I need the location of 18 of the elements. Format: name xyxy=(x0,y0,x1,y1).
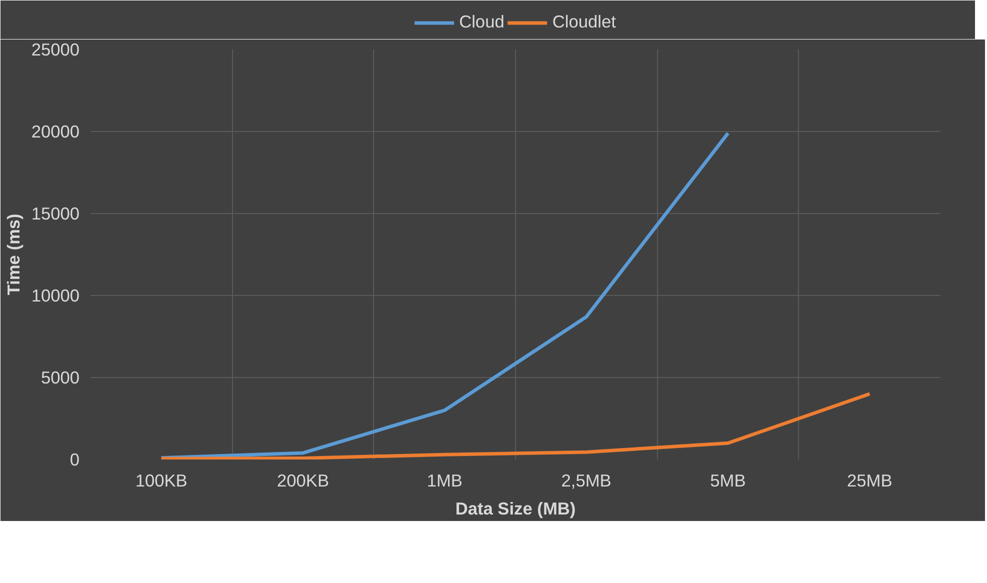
x-tick-label: 1MB xyxy=(426,470,462,490)
x-tick-label: 25MB xyxy=(847,470,892,490)
line-series xyxy=(160,392,872,460)
x-tick-label: 5MB xyxy=(710,470,746,490)
y-tick-label: 15000 xyxy=(31,204,80,224)
y-axis-title: Time (ms) xyxy=(3,214,24,296)
line-series xyxy=(160,131,730,460)
x-tick-label: 100KB xyxy=(135,470,188,490)
legend-label: Cloud xyxy=(459,12,504,32)
y-tick-label: 20000 xyxy=(31,122,80,142)
x-tick-label: 200KB xyxy=(276,470,330,490)
y-tick-label: 0 xyxy=(70,450,80,470)
y-tick-label: 10000 xyxy=(31,286,80,306)
x-tick-label: 2,5MB xyxy=(561,470,612,490)
y-tick-label: 5000 xyxy=(40,368,80,388)
y-tick-label: 25000 xyxy=(31,40,80,60)
x-axis-title: Data Size (MB) xyxy=(455,498,576,518)
legend-label: Cloudlet xyxy=(552,12,616,32)
